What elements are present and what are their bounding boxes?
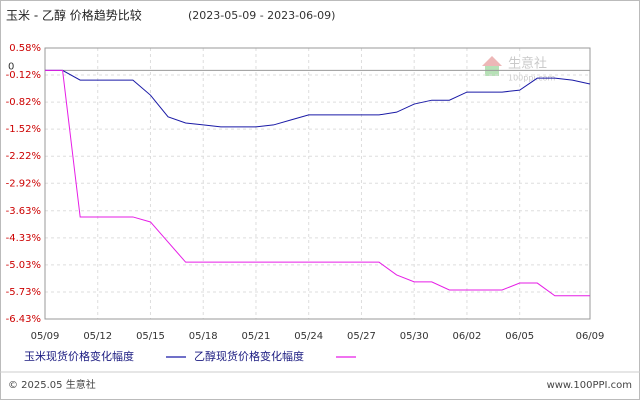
series-line xyxy=(45,69,591,128)
watermark-site: 100ppi.com xyxy=(508,74,555,83)
x-tick-label: 05/27 xyxy=(347,331,376,342)
y-tick-label: -4.33% xyxy=(6,233,41,244)
y-tick-label: -5.03% xyxy=(6,260,41,271)
series-line xyxy=(45,69,590,297)
y-tick-label: -0.12% xyxy=(6,70,41,81)
y-tick-label: 0.58% xyxy=(9,43,41,54)
watermark-icon xyxy=(482,56,502,66)
plot-border xyxy=(44,47,591,320)
y-tick-label: -2.22% xyxy=(6,151,41,162)
x-tick-label: 05/24 xyxy=(294,331,323,342)
chart-title: 玉米 - 乙醇 价格趋势比较 xyxy=(6,8,142,23)
legend-label: 乙醇现货价格变化幅度 xyxy=(194,349,304,363)
watermark: 生意社 100ppi.com xyxy=(482,56,555,83)
x-tick-label: 05/21 xyxy=(242,331,271,342)
zero-label: 0 xyxy=(8,61,14,72)
x-tick-label: 05/30 xyxy=(400,331,429,342)
legend-label: 玉米现货价格变化幅度 xyxy=(24,349,134,363)
y-tick-label: -1.52% xyxy=(6,124,41,135)
x-tick-label: 05/18 xyxy=(189,331,218,342)
x-tick-label: 05/09 xyxy=(31,331,60,342)
footer-left: © 2025.05 生意社 xyxy=(8,378,96,391)
x-tick-label: 06/09 xyxy=(576,331,605,342)
y-tick-label: -2.92% xyxy=(6,178,41,189)
y-tick-label: -6.43% xyxy=(6,314,41,325)
y-tick-label: -0.82% xyxy=(6,97,41,108)
watermark-name: 生意社 xyxy=(508,56,547,72)
watermark-icon xyxy=(485,66,499,76)
y-tick-label: -3.63% xyxy=(6,206,41,217)
x-tick-label: 05/12 xyxy=(83,331,112,342)
x-tick-label: 05/15 xyxy=(136,331,165,342)
x-tick-label: 06/02 xyxy=(453,331,482,342)
footer-right: www.100PPI.com xyxy=(547,380,632,391)
chart-subtitle: (2023-05-09 - 2023-06-09) xyxy=(188,9,335,22)
y-tick-label: -5.73% xyxy=(6,287,41,298)
x-tick-label: 06/05 xyxy=(505,331,534,342)
